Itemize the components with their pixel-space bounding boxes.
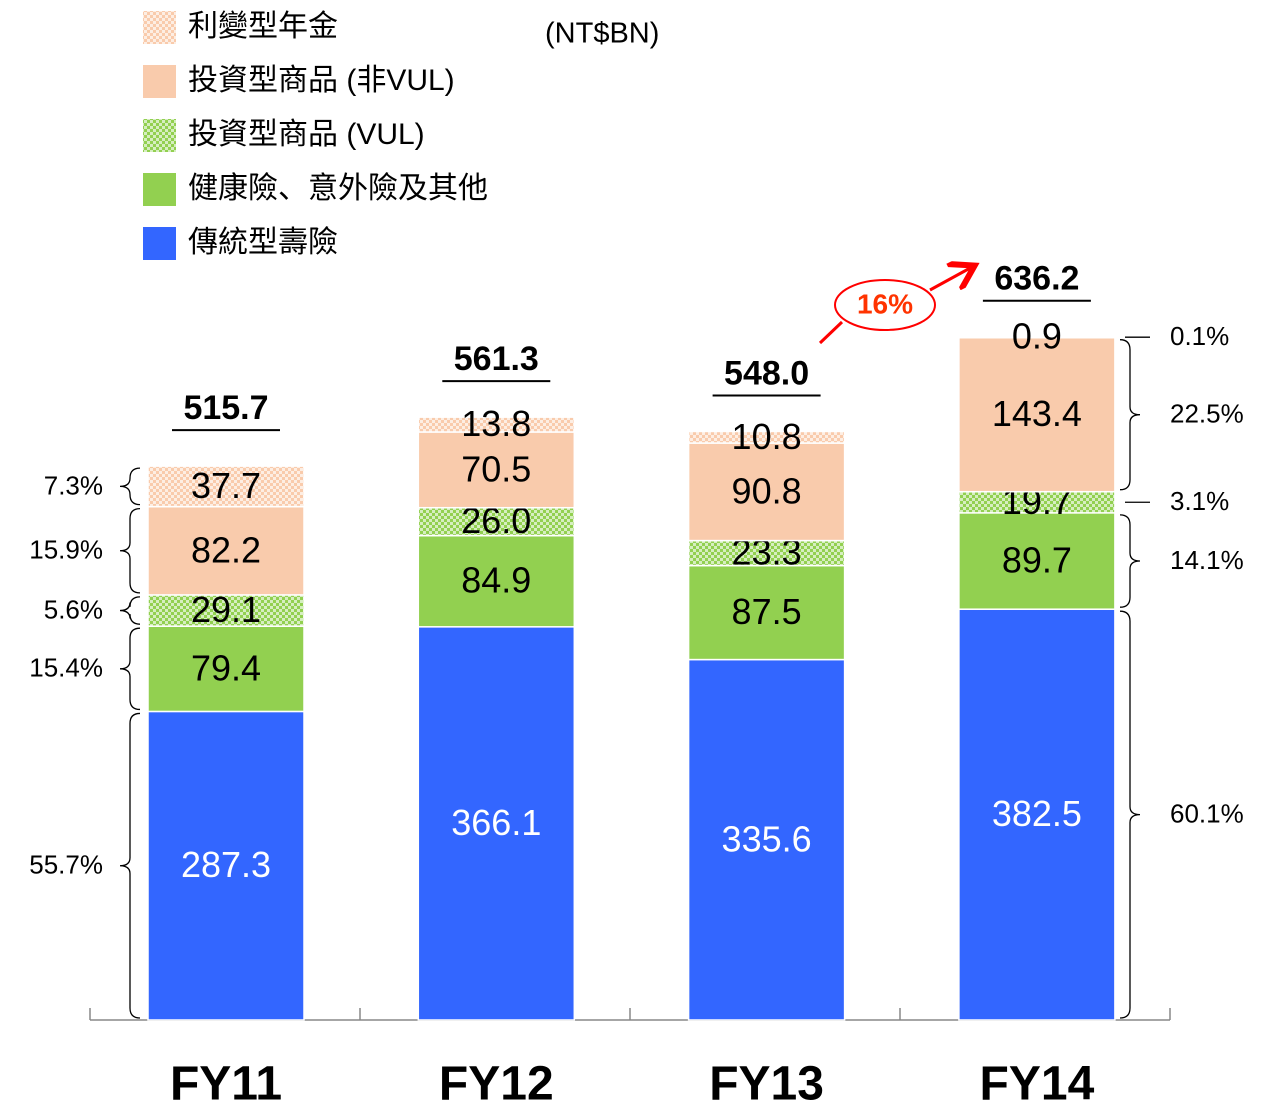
growth-label: 16%	[857, 288, 913, 319]
value-label: 10.8	[732, 416, 802, 457]
growth-arrow	[818, 320, 844, 345]
share-brace	[1119, 514, 1141, 608]
bar-segment	[687, 442, 846, 542]
bar-segment	[958, 336, 1116, 493]
bar-segment	[417, 534, 576, 628]
share-label: 55.7%	[29, 850, 103, 880]
axis-ticks	[89, 1008, 1171, 1020]
total-label: 561.3	[454, 340, 539, 378]
bar-segment	[147, 505, 305, 596]
legend-swatch	[143, 173, 176, 206]
legend-label: 健康險、意外險及其他	[188, 172, 488, 205]
value-label: 0.9	[1012, 316, 1062, 357]
share-label: 15.9%	[29, 535, 103, 565]
total-label: 636.2	[994, 260, 1079, 298]
growth-ellipse	[834, 279, 936, 331]
bar-segment	[147, 710, 305, 1021]
share-label: 5.6%	[44, 594, 103, 624]
bar-segment	[687, 564, 846, 661]
x-tick-label: FY13	[709, 1058, 824, 1111]
value-label: 335.6	[722, 818, 812, 859]
share-brace	[1119, 339, 1141, 491]
total-label: 515.7	[183, 389, 268, 427]
bar-segment	[417, 626, 576, 1021]
value-label: 87.5	[732, 591, 802, 632]
value-label: 89.7	[1002, 540, 1072, 581]
bar-segment	[417, 431, 576, 509]
value-label: 382.5	[992, 793, 1082, 834]
share-label: 3.1%	[1170, 486, 1229, 516]
legend-swatch	[143, 227, 176, 260]
bar-segment	[958, 335, 1116, 339]
share-label: 60.1%	[1170, 798, 1244, 828]
bar-segment	[687, 430, 846, 444]
share-label: 22.5%	[1170, 399, 1244, 429]
x-tick-label: FY12	[439, 1058, 554, 1111]
share-brace	[119, 627, 141, 711]
x-tick-label: FY14	[980, 1058, 1095, 1111]
bar-segment	[147, 465, 305, 508]
value-label: 37.7	[191, 465, 261, 506]
bar-segment	[687, 658, 846, 1021]
share-brace	[119, 507, 141, 594]
share-brace	[119, 712, 141, 1019]
bar-segment	[417, 416, 576, 433]
growth-arrow	[929, 267, 972, 292]
value-label: 79.4	[191, 647, 261, 688]
value-label: 84.9	[461, 560, 531, 601]
bar-segment	[958, 512, 1116, 610]
value-label: 13.8	[461, 403, 531, 444]
unit-label: (NT$BN)	[545, 18, 659, 50]
value-label: 82.2	[191, 529, 261, 570]
share-label: 7.3%	[44, 470, 103, 500]
legend-label: 投資型商品 (VUL)	[188, 118, 425, 151]
legend-swatch	[143, 119, 176, 152]
bar-segment	[958, 608, 1116, 1021]
legend-swatch	[143, 11, 176, 44]
value-label: 287.3	[181, 844, 271, 885]
share-brace	[119, 467, 141, 506]
x-tick-label: FY11	[170, 1058, 282, 1111]
share-label: 15.4%	[29, 653, 103, 683]
legend-label: 投資型商品 (非VUL)	[188, 64, 455, 97]
share-brace	[1119, 610, 1141, 1019]
share-brace	[119, 596, 141, 625]
value-label: 143.4	[992, 393, 1082, 434]
value-label: 70.5	[461, 448, 531, 489]
value-label: 90.8	[732, 470, 802, 511]
bar-segment	[417, 506, 576, 537]
share-label: 14.1%	[1170, 545, 1244, 575]
value-label: 29.1	[191, 589, 261, 630]
legend-swatch	[143, 65, 176, 98]
legend-label: 利變型年金	[188, 10, 338, 43]
total-label: 548.0	[724, 354, 809, 392]
legend-label: 傳統型壽險	[188, 226, 338, 259]
value-label: 366.1	[451, 802, 541, 843]
share-label: 0.1%	[1170, 321, 1229, 351]
